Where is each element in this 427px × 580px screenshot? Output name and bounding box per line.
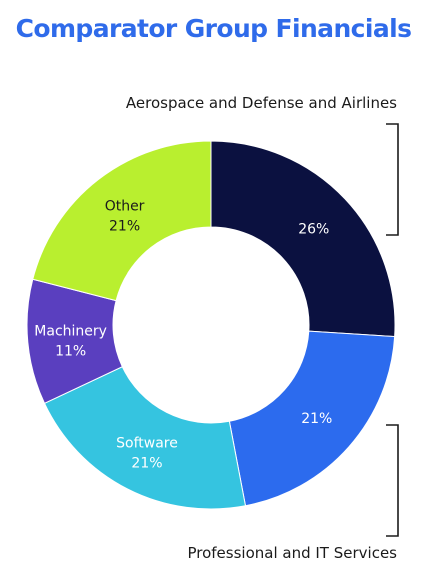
chart-title: Comparator Group Financials (15, 14, 412, 43)
slice-name-4: Machinery (34, 323, 107, 339)
donut-slices (26, 140, 396, 510)
slice-percent-4: 11% (55, 343, 86, 359)
slice-label-4: Machinery 11% (34, 323, 107, 359)
bracket-professional-it (386, 424, 399, 537)
donut-slice-3 (43, 366, 247, 510)
bracket-aerospace (386, 123, 399, 236)
slice-percent-5: 21% (109, 219, 140, 235)
slice-label-3: Software 21% (116, 436, 178, 472)
slice-label-2: 21% (301, 411, 332, 427)
donut-slice-1 (210, 140, 396, 338)
slice-name-3: Software (116, 436, 178, 452)
callout-brackets (386, 123, 399, 537)
slice-percent-3: 21% (131, 456, 162, 472)
donut-labels: 26% 21% Software 21% Machinery 11% Other 21% (34, 199, 332, 472)
donut-slice-2 (228, 330, 396, 507)
slice-label-1: 26% (298, 221, 329, 237)
callout-aerospace: Aerospace and Defense and Airlines (125, 94, 397, 112)
slice-name-5: Other (105, 199, 145, 215)
callout-professional-it: Professional and IT Services (187, 544, 397, 562)
donut-slice-5 (32, 140, 212, 302)
slice-label-5: Other 21% (105, 199, 145, 235)
